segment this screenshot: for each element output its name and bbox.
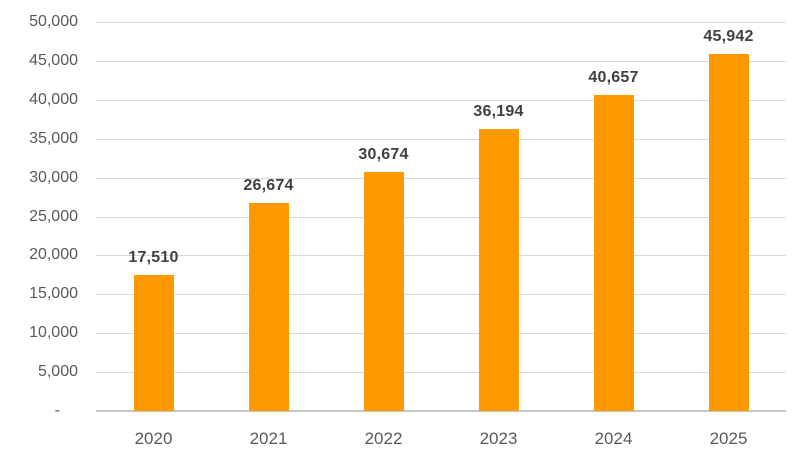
y-tick-label: 5,000 bbox=[37, 363, 78, 381]
gridline bbox=[96, 60, 786, 62]
bar-value-label: 30,674 bbox=[358, 146, 409, 164]
bar-2021 bbox=[248, 203, 289, 411]
x-tick-label-2024: 2024 bbox=[594, 429, 633, 448]
bar-value-label: 36,194 bbox=[473, 103, 524, 121]
y-tick-label: 30,000 bbox=[29, 168, 78, 186]
bar-2022 bbox=[363, 172, 404, 411]
y-tick-label: 15,000 bbox=[29, 285, 78, 303]
bar-value-label: 40,657 bbox=[588, 68, 639, 86]
y-tick-label: 40,000 bbox=[29, 90, 78, 108]
bar-value-label: 26,674 bbox=[243, 177, 294, 195]
y-tick-label: 50,000 bbox=[29, 13, 78, 30]
y-tick-label: 25,000 bbox=[29, 207, 78, 225]
y-tick-label: 35,000 bbox=[29, 129, 78, 147]
bar-2025 bbox=[708, 53, 749, 411]
gridline bbox=[96, 99, 786, 101]
x-axis-line bbox=[96, 410, 786, 412]
x-tick-label-2021: 2021 bbox=[249, 429, 288, 448]
y-tick-label: 10,000 bbox=[29, 324, 78, 342]
bar-value-label: 45,942 bbox=[703, 27, 754, 45]
bar-2020 bbox=[133, 274, 174, 411]
gridline bbox=[96, 294, 786, 296]
bar-value-label: 17,510 bbox=[128, 248, 179, 266]
gridline bbox=[96, 177, 786, 179]
bar-2024 bbox=[593, 94, 634, 411]
bar-2023 bbox=[478, 129, 519, 411]
gridline bbox=[96, 22, 786, 23]
gridline bbox=[96, 216, 786, 218]
plot-area: 17,510 26,674 30,674 36,194 40,657 45,942 bbox=[96, 22, 786, 412]
gridline bbox=[96, 138, 786, 140]
gridline bbox=[96, 255, 786, 257]
gridline bbox=[96, 372, 786, 374]
y-tick-label: - bbox=[54, 402, 60, 419]
x-tick-label-2025: 2025 bbox=[709, 429, 748, 448]
x-tick-label-2020: 2020 bbox=[134, 429, 173, 448]
gridline bbox=[96, 333, 786, 335]
x-tick-label-2023: 2023 bbox=[479, 429, 518, 448]
y-tick-label: 20,000 bbox=[29, 246, 78, 264]
y-tick-label: 45,000 bbox=[29, 51, 78, 69]
x-tick-label-2022: 2022 bbox=[364, 429, 403, 448]
